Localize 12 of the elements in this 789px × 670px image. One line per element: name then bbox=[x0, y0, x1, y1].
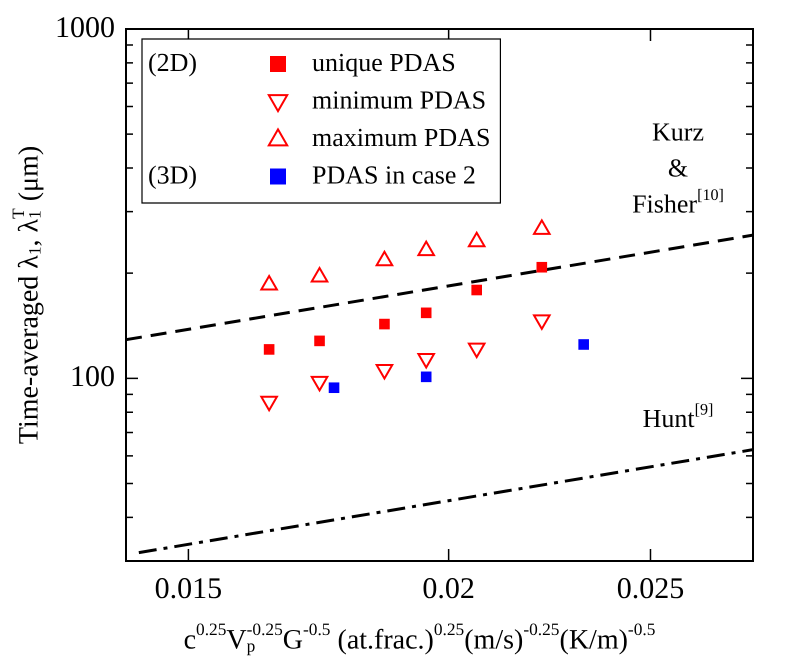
x-tick-label: 0.025 bbox=[616, 572, 684, 605]
x-tick-label: 0.015 bbox=[154, 572, 222, 605]
y-tick-label: 100 bbox=[70, 360, 115, 394]
annotation: (2D) bbox=[148, 48, 198, 77]
legend-label: maximum PDAS bbox=[312, 122, 490, 152]
legend-label: minimum PDAS bbox=[312, 85, 486, 114]
y-tick-label: 1000 bbox=[55, 10, 115, 44]
x-tick-label: 0.02 bbox=[422, 572, 475, 605]
legend-label: unique PDAS bbox=[312, 48, 456, 77]
y-axis-title: Time-averaged λ1, λ1T (μm) bbox=[8, 146, 45, 444]
legend-label: PDAS in case 2 bbox=[312, 160, 476, 190]
annotation: (3D) bbox=[148, 160, 198, 190]
